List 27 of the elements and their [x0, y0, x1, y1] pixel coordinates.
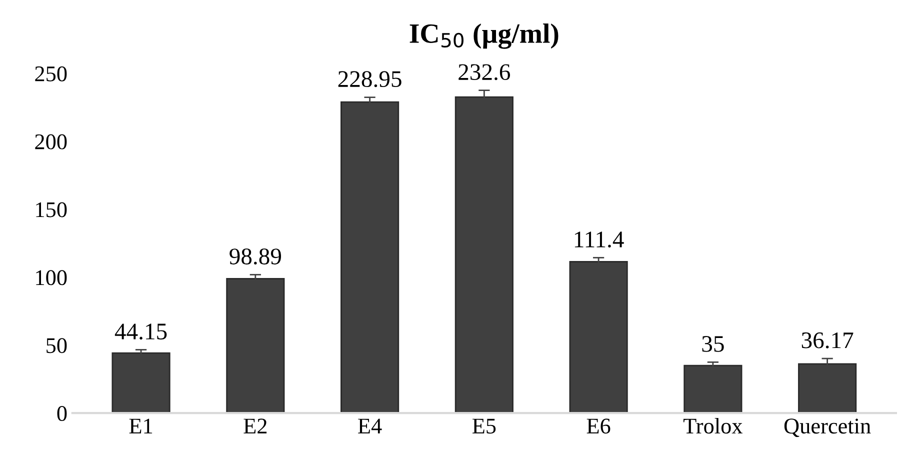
data-label: 111.4: [574, 232, 624, 248]
bar: [340, 101, 400, 414]
bar: [112, 352, 170, 414]
data-label: 36.17: [802, 332, 854, 348]
x-tick-label: E4: [358, 418, 382, 434]
data-label: 44.15: [114, 324, 167, 340]
bar: [226, 278, 285, 414]
x-tick-label: E1: [129, 418, 152, 434]
bar: [569, 261, 628, 414]
y-tick-label: 50: [46, 338, 67, 354]
x-tick-label: E2: [244, 418, 267, 434]
y-tick-label: 150: [36, 202, 67, 218]
bar: [798, 363, 857, 414]
y-tick-label: 0: [57, 406, 67, 422]
x-tick-label: E6: [586, 418, 610, 434]
data-label: 35: [702, 336, 724, 352]
data-label: 228.95: [338, 71, 402, 88]
y-tick-label: 200: [35, 134, 67, 150]
data-label: 232.6: [458, 64, 510, 80]
x-tick-label: E5: [472, 418, 496, 434]
x-tick-label: Quercetin: [784, 418, 871, 437]
data-label: 98.89: [230, 248, 282, 265]
y-tick-label: 250: [35, 66, 67, 82]
x-tick-label: Trolox: [683, 418, 743, 434]
bar: [684, 364, 742, 414]
chart-title: IC$_{50}$ (µg/ml): [410, 23, 558, 49]
y-tick-label: 100: [36, 270, 67, 286]
